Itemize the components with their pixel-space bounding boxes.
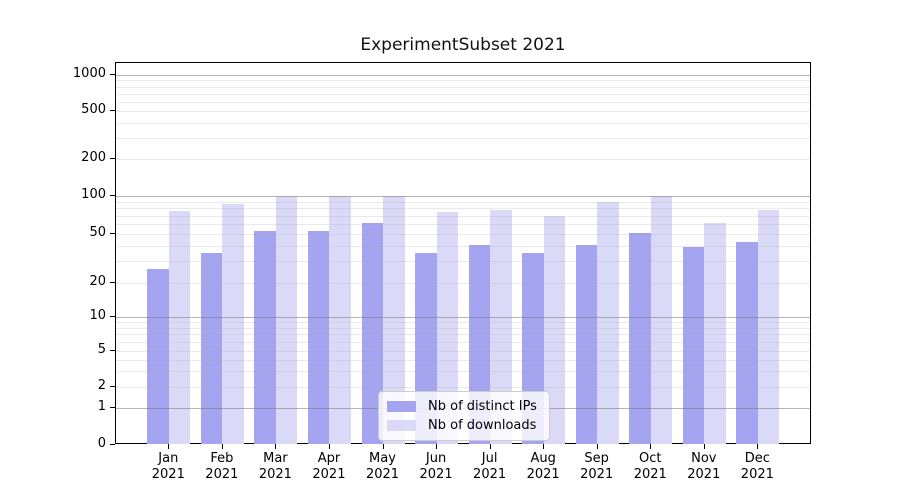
legend-swatch-distinct-ips <box>387 401 416 412</box>
gridline-70 <box>116 215 810 217</box>
y-tick-mark-20 <box>110 281 115 283</box>
y-tick-label-1000: 1000 <box>72 66 106 81</box>
plot-area <box>115 62 811 444</box>
x-tick-mark-nov <box>703 444 705 449</box>
x-tick-label-nov: Nov 2021 <box>687 451 721 482</box>
gridline-500 <box>116 111 810 112</box>
gridline-300 <box>116 137 810 139</box>
legend-swatch-downloads <box>387 420 416 431</box>
y-tick-mark-1 <box>110 407 115 408</box>
x-tick-mark-jul <box>489 444 491 449</box>
gridline-1000 <box>116 75 810 76</box>
legend-item-downloads: Nb of downloads <box>387 416 537 435</box>
bar-downloads-jan <box>168 211 191 444</box>
x-tick-label-feb: Feb 2021 <box>205 451 239 482</box>
chart-title: ExperimentSubset 2021 <box>360 35 566 55</box>
x-tick-mark-aug <box>543 444 545 449</box>
bar-downloads-oct <box>650 196 673 444</box>
legend: Nb of distinct IPs Nb of downloads <box>378 391 550 441</box>
x-tick-label-may: May 2021 <box>365 451 400 482</box>
x-tick-mark-jan <box>168 444 170 449</box>
y-tick-mark-200 <box>110 158 115 159</box>
bar-distinct-ips-apr <box>307 230 330 444</box>
legend-item-distinct-ips: Nb of distinct IPs <box>387 397 537 416</box>
x-tick-label-mar: Mar 2021 <box>258 451 292 482</box>
bar-downloads-nov <box>704 223 726 444</box>
gridline-800 <box>116 86 810 88</box>
x-tick-mark-feb <box>221 444 223 449</box>
y-tick-mark-1000 <box>110 74 115 75</box>
gridline-100 <box>116 196 810 197</box>
x-tick-mark-dec <box>757 444 759 449</box>
y-tick-label-2: 2 <box>97 378 106 393</box>
bar-downloads-jun <box>436 211 459 444</box>
y-tick-mark-500 <box>110 110 115 111</box>
bar-distinct-ips-nov <box>682 247 705 444</box>
x-tick-mark-oct <box>650 444 652 449</box>
gridline-900 <box>116 80 810 82</box>
gridline-90 <box>116 201 810 203</box>
bar-distinct-ips-mar <box>254 230 276 444</box>
bar-downloads-dec <box>757 209 780 444</box>
bar-distinct-ips-jan <box>147 268 169 444</box>
y-tick-label-50: 50 <box>89 225 106 240</box>
x-tick-label-aug: Aug 2021 <box>526 451 560 482</box>
bar-downloads-may <box>383 196 405 444</box>
y-tick-label-500: 500 <box>81 102 106 117</box>
y-tick-label-200: 200 <box>81 150 106 165</box>
bar-distinct-ips-feb <box>200 252 223 444</box>
x-tick-label-dec: Dec 2021 <box>740 451 774 482</box>
y-tick-label-0: 0 <box>97 436 106 451</box>
x-tick-label-apr: Apr 2021 <box>312 451 346 482</box>
x-tick-mark-jun <box>436 444 438 449</box>
x-tick-mark-sep <box>596 444 598 449</box>
x-tick-mark-mar <box>275 444 277 449</box>
bar-downloads-aug <box>543 215 566 444</box>
bar-downloads-sep <box>597 201 619 444</box>
bar-downloads-apr <box>329 196 351 444</box>
x-tick-label-sep: Sep 2021 <box>580 451 614 482</box>
y-tick-label-10: 10 <box>89 308 106 323</box>
y-tick-mark-100 <box>110 195 115 196</box>
gridline-200 <box>116 159 810 160</box>
gridline-600 <box>116 101 810 103</box>
y-tick-mark-5 <box>110 350 115 351</box>
bar-downloads-mar <box>275 196 298 444</box>
x-tick-mark-apr <box>328 444 330 449</box>
x-tick-label-jun: Jun 2021 <box>419 451 453 482</box>
bar-distinct-ips-sep <box>575 244 598 444</box>
legend-label-distinct-ips: Nb of distinct IPs <box>428 399 537 414</box>
y-tick-label-5: 5 <box>97 342 106 357</box>
x-tick-label-jul: Jul 2021 <box>473 451 507 482</box>
y-tick-mark-50 <box>110 233 115 234</box>
gridline-400 <box>116 122 810 124</box>
y-tick-label-100: 100 <box>81 187 106 202</box>
y-tick-mark-10 <box>110 316 115 317</box>
y-tick-mark-0 <box>110 444 115 445</box>
x-tick-label-jan: Jan 2021 <box>151 451 185 482</box>
y-tick-label-1: 1 <box>97 399 106 414</box>
bar-downloads-feb <box>222 203 244 444</box>
x-tick-label-oct: Oct 2021 <box>633 451 667 482</box>
y-tick-mark-2 <box>110 386 115 387</box>
bar-downloads-jul <box>490 209 512 444</box>
bar-distinct-ips-dec <box>736 241 758 444</box>
y-tick-label-20: 20 <box>89 273 106 289</box>
legend-label-downloads: Nb of downloads <box>428 418 537 433</box>
gridline-80 <box>116 208 810 210</box>
x-tick-mark-may <box>382 444 384 449</box>
bar-distinct-ips-may <box>361 223 383 444</box>
bar-distinct-ips-oct <box>629 232 651 444</box>
gridline-700 <box>116 93 810 95</box>
